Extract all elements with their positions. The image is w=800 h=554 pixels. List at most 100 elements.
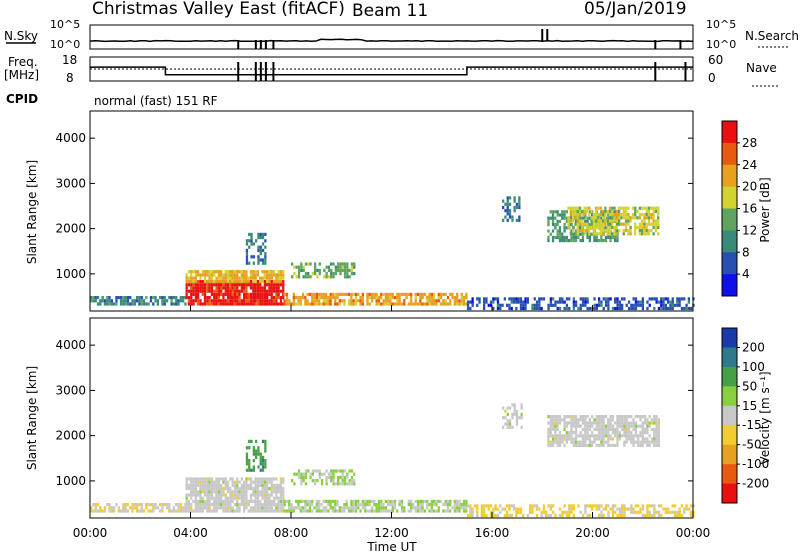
heatmap-cell (611, 437, 614, 441)
heatmap-cell (124, 302, 127, 306)
heatmap-cell (261, 439, 265, 443)
heatmap-cell (122, 302, 125, 306)
heatmap-cell (621, 504, 624, 508)
heatmap-cell (220, 270, 223, 274)
heatmap-cell (220, 503, 223, 507)
heatmap-cell (283, 302, 286, 306)
colorbar-tick-label: -50 (742, 438, 762, 452)
heatmap-cell (574, 239, 578, 243)
heatmap-cell (592, 219, 595, 223)
heatmap-cell (657, 209, 660, 213)
heatmap-cell (266, 480, 269, 484)
heatmap-cell (255, 239, 258, 243)
heatmap-cell (590, 216, 593, 220)
heatmap-cell (236, 279, 239, 283)
heatmap-cell (554, 427, 557, 431)
heatmap-cell (238, 506, 241, 510)
heatmap-cell (179, 503, 182, 507)
heatmap-cell (583, 232, 586, 236)
heatmap-cell (249, 493, 253, 497)
heatmap-cell (623, 415, 626, 419)
heatmap-cell (210, 480, 214, 484)
heatmap-cell (190, 270, 193, 274)
heatmap-cell (428, 503, 431, 507)
heatmap-cell (370, 499, 374, 503)
heatmap-cell (634, 306, 638, 311)
heatmap-cell (257, 255, 260, 259)
heatmap-cell (442, 302, 445, 306)
heatmap-cell (270, 490, 273, 494)
heatmap-cell (591, 431, 594, 435)
heatmap-cell (192, 292, 195, 296)
heatmap-cell (357, 292, 360, 296)
heatmap-cell (334, 292, 337, 296)
heatmap-cell (240, 477, 243, 481)
heatmap-cell (572, 300, 575, 304)
heatmap-cell (208, 276, 211, 280)
heatmap-cell (308, 506, 312, 510)
heatmap-cell (288, 506, 291, 510)
heatmap-cell (263, 270, 266, 274)
heatmap-cell (119, 296, 123, 300)
heatmap-cell (547, 434, 550, 438)
heatmap-cell (655, 437, 658, 441)
heatmap-cell (494, 507, 497, 511)
heatmap-cell (678, 510, 681, 514)
heatmap-cell (245, 299, 248, 303)
heatmap-cell (592, 229, 595, 233)
heatmap-cell (264, 462, 267, 466)
heatmap-cell (192, 490, 195, 494)
heatmap-cell (304, 469, 308, 473)
heatmap-cell (184, 302, 187, 306)
heatmap-cell (215, 487, 218, 491)
heatmap-cell (261, 462, 265, 466)
heatmap-cell (584, 219, 587, 223)
heatmap-cell (613, 213, 616, 217)
heatmap-cell (92, 509, 95, 513)
heatmap-cell (639, 434, 642, 438)
heatmap-cell (554, 235, 557, 239)
heatmap-cell (389, 509, 392, 513)
heatmap-cell (270, 296, 273, 300)
heatmap-cell (614, 297, 617, 301)
heatmap-cell (624, 213, 628, 217)
heatmap-cell (138, 299, 141, 303)
heatmap-cell (616, 303, 619, 307)
heatmap-cell (292, 506, 295, 510)
freq-tick-bottom: 8 (66, 71, 74, 85)
heatmap-cell (646, 443, 649, 447)
heatmap-cell (194, 503, 197, 507)
nsky-frame (89, 24, 694, 50)
heatmap-cell (243, 506, 246, 510)
heatmap-cell (669, 300, 672, 304)
heatmap-cell (259, 286, 262, 290)
heatmap-cell (485, 300, 488, 304)
heatmap-cell (217, 496, 220, 500)
heatmap-cell (593, 303, 596, 307)
heatmap-cell (275, 490, 278, 494)
heatmap-cell (551, 219, 555, 223)
heatmap-cell (259, 483, 262, 487)
heatmap-cell (315, 296, 318, 300)
heatmap-cell (194, 483, 197, 487)
heatmap-cell (616, 415, 619, 419)
heatmap-cell (690, 513, 693, 518)
heatmap-cell (403, 292, 406, 296)
heatmap-cell (334, 509, 337, 513)
heatmap-cell (515, 409, 519, 413)
heatmap-cell (492, 513, 495, 518)
heatmap-cell (201, 273, 204, 277)
heatmap-cell (576, 209, 579, 213)
heatmap-cell (270, 273, 273, 277)
heatmap-cell (233, 480, 237, 484)
heatmap-cell (506, 510, 509, 514)
heatmap-cell (533, 306, 536, 311)
heatmap-cell (197, 477, 200, 481)
heatmap-cell (600, 210, 603, 214)
heatmap-cell (210, 286, 214, 290)
heatmap-cell (320, 509, 323, 513)
heatmap-cell (350, 469, 354, 473)
heatmap-cell (515, 412, 519, 417)
heatmap-cell (324, 509, 328, 513)
